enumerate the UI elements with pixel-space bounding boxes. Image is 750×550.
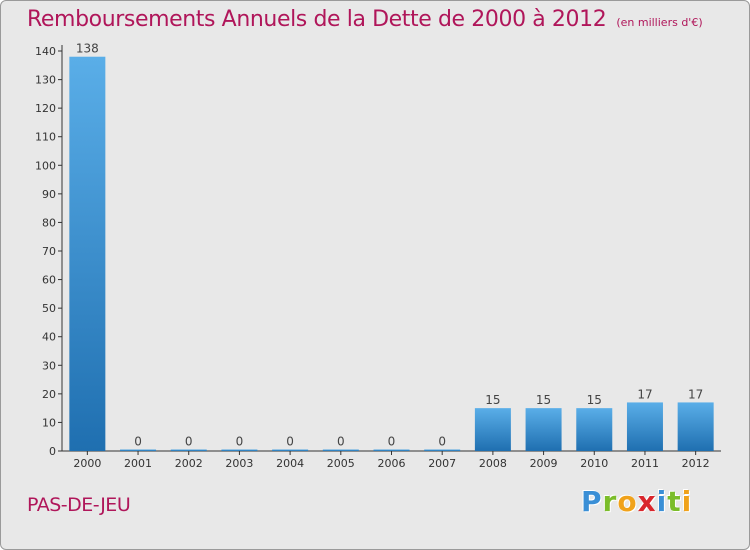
y-tick-label: 20 xyxy=(42,388,56,401)
bar-2010 xyxy=(576,408,613,451)
bar-2012 xyxy=(677,402,714,451)
data-label-2001: 0 xyxy=(134,435,142,449)
y-tick-label: 70 xyxy=(42,245,56,258)
x-tick-label: 2001 xyxy=(124,457,152,470)
bar-2004 xyxy=(272,449,309,451)
data-label-2008: 15 xyxy=(485,393,500,407)
x-tick-label: 2009 xyxy=(530,457,558,470)
y-tick-label: 60 xyxy=(42,274,56,287)
x-tick-label: 2002 xyxy=(175,457,203,470)
y-tick-label: 10 xyxy=(42,416,56,429)
bar-2011 xyxy=(626,402,663,451)
logo-letter: P xyxy=(581,485,603,518)
x-tick-label: 2006 xyxy=(378,457,406,470)
y-tick-label: 0 xyxy=(49,445,56,458)
commune-name: PAS-DE-JEU xyxy=(27,494,131,516)
data-label-2009: 15 xyxy=(536,393,551,407)
x-tick-label: 2003 xyxy=(225,457,253,470)
x-tick-label: 2010 xyxy=(580,457,608,470)
y-tick-label: 120 xyxy=(35,102,56,115)
logo-letter: i xyxy=(656,485,668,518)
chart-title: Remboursements Annuels de la Dette de 20… xyxy=(27,7,703,32)
logo-letter: i xyxy=(681,485,693,518)
data-label-2002: 0 xyxy=(185,435,193,449)
data-label-2000: 138 xyxy=(76,42,99,56)
y-tick-label: 50 xyxy=(42,302,56,315)
data-label-2012: 17 xyxy=(688,387,703,401)
x-tick-label: 2008 xyxy=(479,457,507,470)
bar-2008 xyxy=(474,408,511,451)
data-label-2006: 0 xyxy=(388,435,396,449)
data-label-2004: 0 xyxy=(286,435,294,449)
logo-letter: t xyxy=(667,485,682,518)
bar-2003 xyxy=(221,449,258,451)
unit-note: (en milliers d'€) xyxy=(616,16,703,29)
logo-letter: r xyxy=(602,485,618,518)
y-tick-label: 40 xyxy=(42,331,56,344)
x-tick-label: 2011 xyxy=(631,457,659,470)
bar-2006 xyxy=(373,449,410,451)
bar-2005 xyxy=(322,449,359,451)
y-tick-label: 80 xyxy=(42,216,56,229)
bar-2000 xyxy=(69,56,106,451)
y-tick-label: 140 xyxy=(35,45,56,58)
y-tick-label: 110 xyxy=(35,131,56,144)
x-tick-label: 2007 xyxy=(428,457,456,470)
x-tick-label: 2005 xyxy=(327,457,355,470)
logo-letter: x xyxy=(637,485,657,518)
bar-2007 xyxy=(424,449,461,451)
data-label-2011: 17 xyxy=(637,387,652,401)
bar-2009 xyxy=(525,408,562,451)
y-tick-label: 130 xyxy=(35,74,56,87)
data-label-2007: 0 xyxy=(438,435,446,449)
logo-letter: o xyxy=(617,485,638,518)
x-tick-label: 2004 xyxy=(276,457,304,470)
data-label-2003: 0 xyxy=(236,435,244,449)
y-tick-label: 100 xyxy=(35,159,56,172)
y-tick-label: 30 xyxy=(42,359,56,372)
x-tick-label: 2012 xyxy=(682,457,710,470)
bar-2002 xyxy=(170,449,207,451)
data-label-2005: 0 xyxy=(337,435,345,449)
bar-2001 xyxy=(120,449,157,451)
chart-title-text: Remboursements Annuels de la Dette de 20… xyxy=(27,7,607,32)
y-tick-label: 90 xyxy=(42,188,56,201)
x-tick-label: 2000 xyxy=(73,457,101,470)
data-label-2010: 15 xyxy=(587,393,602,407)
